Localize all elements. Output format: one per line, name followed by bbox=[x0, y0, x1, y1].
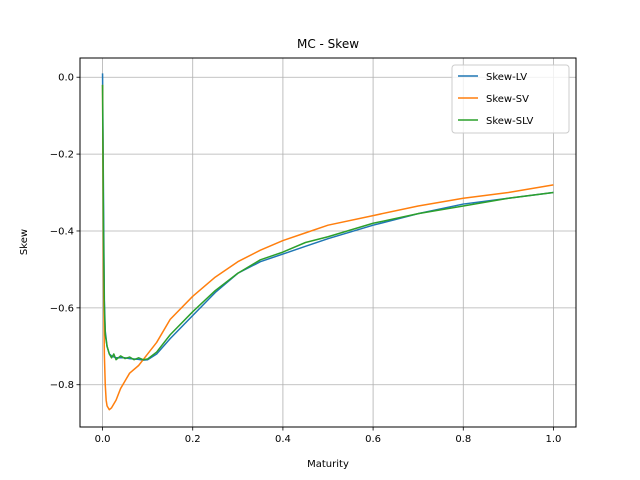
x-tick-label: 0.6 bbox=[365, 434, 381, 445]
y-tick-label: −0.6 bbox=[50, 303, 74, 314]
legend-label-skew-slv: Skew-SLV bbox=[486, 116, 534, 127]
legend-box bbox=[451, 64, 570, 134]
x-tick-label: 1.0 bbox=[546, 434, 562, 445]
series-lines bbox=[101, 73, 554, 411]
legend-label-skew-sv: Skew-SV bbox=[486, 94, 529, 105]
legend-label-skew-lv: Skew-LV bbox=[486, 72, 527, 83]
series-line-skew-sv bbox=[101, 84, 554, 411]
y-tick-label: −0.8 bbox=[50, 380, 74, 391]
chart-title: MC - Skew bbox=[297, 37, 359, 51]
x-tick-label: 0.4 bbox=[275, 434, 291, 445]
legend: Skew-LV Skew-SV Skew-SLV bbox=[451, 64, 570, 134]
y-axis-label: Skew bbox=[19, 229, 30, 255]
plot-frame bbox=[79, 57, 577, 428]
gridlines bbox=[80, 58, 576, 427]
x-tick-label: 0.8 bbox=[455, 434, 471, 445]
y-tick-label: 0.0 bbox=[58, 73, 74, 84]
y-tick-label: −0.4 bbox=[50, 226, 74, 237]
x-axis-label: Maturity bbox=[307, 459, 349, 470]
series-line-skew-slv bbox=[101, 84, 554, 361]
x-tick-label: 0.0 bbox=[95, 434, 111, 445]
y-tick-label: −0.2 bbox=[50, 150, 74, 161]
x-tick-label: 0.2 bbox=[185, 434, 201, 445]
axis-ticks: 0.0 0.2 0.4 0.6 0.8 1.0 0.0 −0.2 −0.4 −0.6 −0.8 bbox=[50, 73, 562, 445]
